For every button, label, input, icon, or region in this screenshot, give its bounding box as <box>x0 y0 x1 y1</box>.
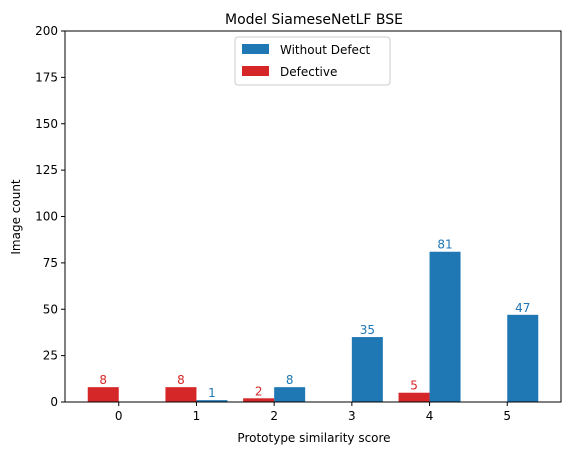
legend-swatch <box>242 44 269 54</box>
bar-without-defect <box>507 314 539 402</box>
y-tick-label: 125 <box>35 163 58 177</box>
y-tick-label: 50 <box>43 302 58 316</box>
legend-box <box>234 36 391 86</box>
bar-defective <box>165 387 197 402</box>
data-label: 5 <box>410 379 418 393</box>
data-label: 2 <box>255 384 263 398</box>
y-tick-label: 100 <box>35 210 58 224</box>
data-label: 81 <box>437 238 452 252</box>
legend-label: Defective <box>280 65 337 79</box>
y-tick-label: 0 <box>50 395 58 409</box>
x-tick-label: 2 <box>270 409 278 423</box>
bar-defective <box>87 387 119 402</box>
data-label: 35 <box>360 323 375 337</box>
plot-frame <box>64 30 562 403</box>
x-tick-label: 3 <box>348 409 356 423</box>
data-label: 1 <box>208 386 216 400</box>
data-label: 8 <box>177 373 185 387</box>
y-axis-label: Image count <box>9 179 23 255</box>
bar-without-defect <box>196 400 228 402</box>
data-label: 8 <box>286 373 294 387</box>
x-tick-label: 5 <box>503 409 511 423</box>
x-axis-label: Prototype similarity score <box>237 431 390 445</box>
y-tick-label: 200 <box>35 24 58 38</box>
legend-swatch <box>242 66 269 76</box>
x-tick-label: 4 <box>426 409 434 423</box>
y-tick-label: 75 <box>43 256 58 270</box>
bar-without-defect <box>351 337 383 402</box>
legend-label: Without Defect <box>280 43 371 57</box>
bar-without-defect <box>429 251 461 402</box>
bar-defective <box>398 392 430 402</box>
x-tick-label: 1 <box>193 409 201 423</box>
x-tick-label: 0 <box>115 409 123 423</box>
data-label: 47 <box>515 301 530 315</box>
legend: Without Defect Defective <box>234 36 391 86</box>
y-tick-label: 150 <box>35 117 58 131</box>
bar-defective <box>243 398 275 402</box>
y-tick-label: 25 <box>43 349 58 363</box>
bar-without-defect <box>274 387 306 402</box>
data-label: 8 <box>99 373 107 387</box>
chart-title: Model SiameseNetLF BSE <box>225 12 403 28</box>
y-tick-label: 175 <box>35 70 58 84</box>
